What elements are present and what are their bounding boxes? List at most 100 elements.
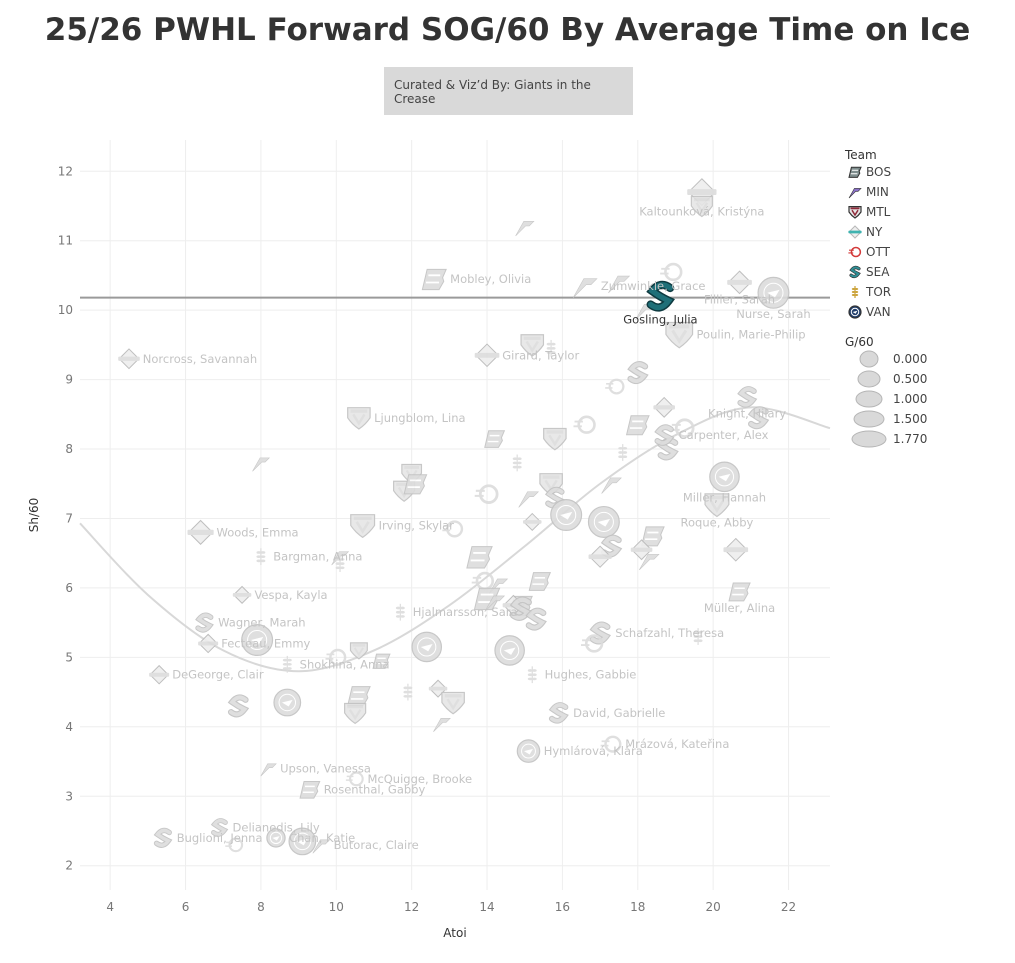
sea-logo-icon	[589, 621, 611, 645]
data-point	[349, 642, 368, 660]
data-point	[518, 491, 540, 508]
legend-item-ott	[848, 246, 862, 258]
ny-logo-icon	[848, 225, 862, 239]
y-tick-label: 9	[65, 373, 73, 387]
min-logo-icon	[252, 457, 271, 472]
data-point	[550, 499, 583, 531]
data-point	[737, 386, 758, 408]
point-label: Ljungblom, Lina	[374, 411, 465, 425]
data-point	[660, 262, 683, 282]
x-tick-label: 12	[404, 900, 419, 914]
x-tick-label: 18	[630, 900, 645, 914]
data-point	[600, 735, 622, 753]
data-point	[709, 461, 740, 493]
legend-size-title: G/60	[845, 335, 874, 349]
data-point	[587, 505, 620, 538]
point-label: Carpenter, Alex	[679, 428, 769, 442]
point-label: Knight, Hilary	[708, 406, 786, 420]
sea-logo-icon	[627, 361, 649, 385]
min-logo-icon	[601, 477, 622, 494]
van-logo-icon	[288, 827, 317, 856]
bos-logo-icon	[347, 686, 371, 707]
x-tick-label: 10	[329, 900, 344, 914]
ny-logo-icon	[523, 512, 542, 532]
y-tick-label: 8	[65, 442, 73, 456]
min-logo-icon	[433, 717, 451, 732]
bos-logo-icon	[528, 572, 552, 591]
legend-label: NY	[866, 225, 883, 239]
legend-item-bos	[848, 166, 862, 178]
sea-logo-icon	[210, 818, 229, 837]
tor-logo-icon	[403, 683, 413, 701]
point-label: Roque, Abby	[681, 515, 754, 529]
point-label: Woods, Emma	[217, 525, 299, 539]
tor-logo-icon	[546, 339, 556, 357]
y-tick-label: 12	[58, 164, 73, 178]
legend-size-marker	[851, 430, 887, 448]
point-label: Vespa, Kayla	[254, 588, 327, 602]
min-logo-icon	[312, 839, 331, 854]
data-point	[227, 694, 250, 718]
data-point	[350, 514, 376, 539]
bos-logo-icon	[473, 587, 501, 611]
min-logo-icon	[518, 491, 540, 508]
data-point	[403, 474, 428, 495]
x-tick-label: 20	[706, 900, 721, 914]
data-point	[335, 555, 345, 573]
tor-logo-icon	[618, 444, 628, 461]
legend-item-min	[848, 188, 862, 199]
point-label: Zumwinkle, Grace	[601, 279, 706, 293]
min-logo-icon	[608, 275, 631, 294]
point-label: Fecteau, Emmy	[221, 636, 310, 650]
data-point	[210, 818, 229, 837]
data-point	[665, 321, 694, 349]
point-label: Hughes, Gabbie	[545, 668, 637, 682]
bos-logo-icon	[848, 166, 862, 178]
bos-logo-icon	[421, 268, 447, 291]
ott-logo-icon	[660, 262, 683, 282]
mtl-logo-icon	[704, 493, 730, 518]
min-logo-icon	[572, 278, 598, 298]
tor-logo-icon	[282, 655, 292, 673]
data-point	[260, 763, 277, 777]
data-point	[670, 418, 695, 438]
point-label: Nurse, Sarah	[736, 307, 810, 321]
y-tick-label: 4	[65, 720, 73, 734]
point-label: Wagner, Marah	[218, 616, 305, 630]
data-point	[325, 648, 347, 666]
data-point	[618, 444, 628, 461]
point-label: Mobley, Olivia	[450, 272, 531, 286]
y-tick-label: 10	[58, 303, 73, 317]
ott-logo-icon	[474, 484, 499, 504]
min-logo-icon	[484, 595, 506, 612]
sea-logo-icon	[227, 694, 250, 718]
van-logo-icon	[848, 305, 862, 319]
point-label: Kaltounková, Kristýna	[639, 204, 764, 218]
legend-item-mtl	[848, 206, 862, 219]
data-point	[312, 839, 331, 854]
data-point	[474, 343, 500, 368]
point-label: Müller, Alina	[704, 601, 775, 615]
legend-size-marker	[859, 350, 879, 368]
sea-logo-icon	[747, 406, 770, 430]
data-point	[704, 493, 730, 518]
mtl-logo-icon	[349, 642, 368, 660]
legend-item-ny	[848, 225, 862, 239]
data-point	[372, 653, 391, 669]
ny-logo-icon	[118, 348, 140, 370]
data-point	[331, 551, 350, 566]
mtl-logo-icon	[347, 407, 371, 430]
sea-logo-icon	[548, 702, 569, 724]
van-logo-icon	[411, 631, 443, 663]
credit-text: Curated & Viz’d By: Giants in the Crease	[394, 78, 591, 106]
ott-logo-icon	[345, 771, 364, 787]
data-point	[520, 334, 545, 357]
legend-label: TOR	[865, 285, 891, 299]
data-point	[494, 635, 525, 666]
point-label: Delianedis, Lily	[233, 821, 320, 835]
legend-size-label: 0.000	[893, 352, 927, 366]
data-point	[523, 512, 542, 532]
min-logo-icon	[331, 551, 350, 566]
mtl-logo-icon	[520, 334, 545, 357]
